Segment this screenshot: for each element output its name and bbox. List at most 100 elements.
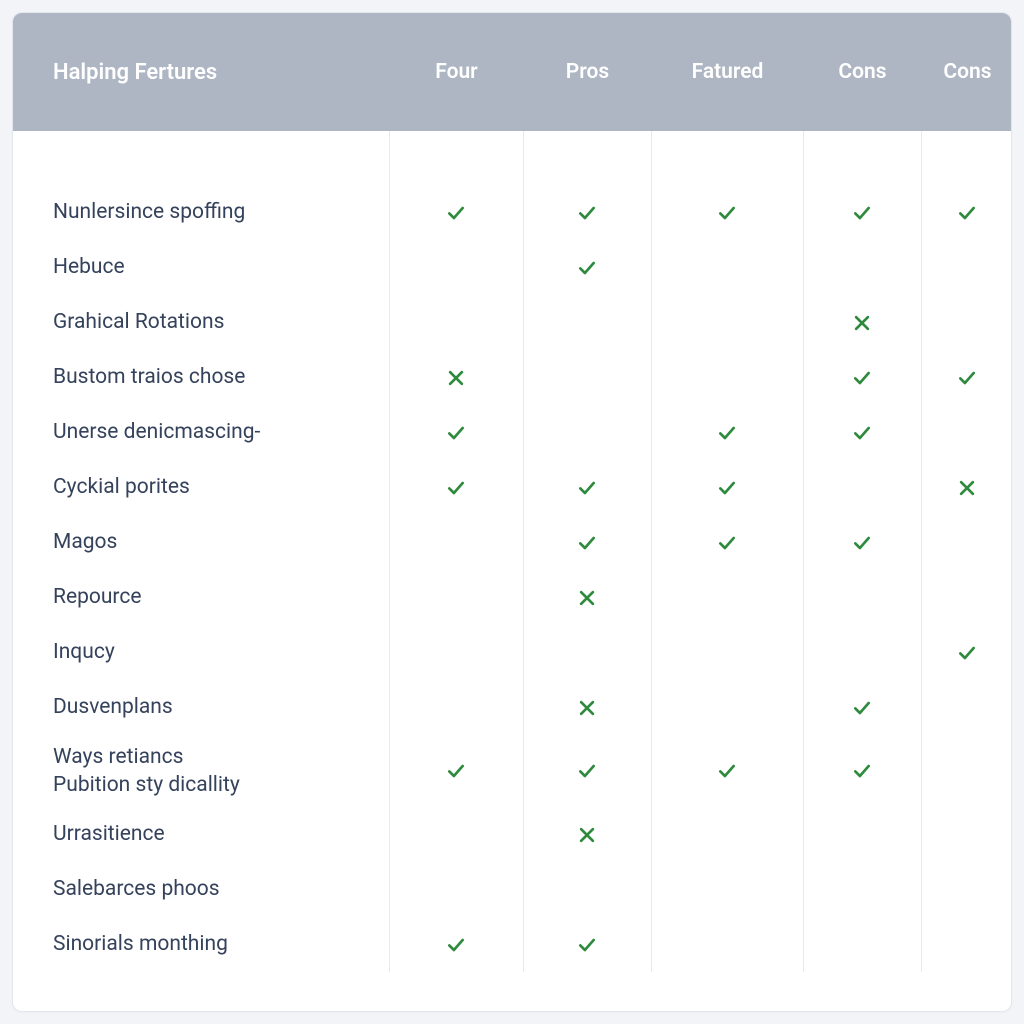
table-cell xyxy=(389,761,523,781)
check-icon xyxy=(446,761,466,781)
table-cell xyxy=(523,935,651,955)
check-icon xyxy=(852,761,872,781)
table-cell xyxy=(651,203,803,223)
cross-icon xyxy=(446,368,466,388)
table-cell xyxy=(803,313,921,333)
check-icon xyxy=(717,761,737,781)
feature-label: Ways retiancsPubition sty dicallity xyxy=(13,743,389,800)
feature-label: Unerse denicmascing- xyxy=(13,418,389,446)
check-icon xyxy=(446,203,466,223)
check-icon xyxy=(717,533,737,553)
table-cell xyxy=(523,825,651,845)
table-row: Grahical Rotations xyxy=(13,295,1011,350)
check-icon xyxy=(577,258,597,278)
check-icon xyxy=(577,203,597,223)
comparison-table-card: Halping Fertures Four Pros Fatured Cons … xyxy=(12,12,1012,1012)
table-cell xyxy=(651,423,803,443)
table-row: Urrasitience xyxy=(13,807,1011,862)
table-cell xyxy=(921,643,1012,663)
table-cell xyxy=(921,203,1012,223)
table-cell xyxy=(523,698,651,718)
check-icon xyxy=(852,368,872,388)
table-row: Salebarces phoos xyxy=(13,862,1011,917)
feature-label: Repource xyxy=(13,583,389,611)
check-icon xyxy=(717,478,737,498)
table-header-row: Halping Fertures Four Pros Fatured Cons … xyxy=(13,13,1011,131)
check-icon xyxy=(577,533,597,553)
feature-label: Urrasitience xyxy=(13,820,389,848)
check-icon xyxy=(717,203,737,223)
table-cell xyxy=(803,203,921,223)
table-row: Dusvenplans xyxy=(13,680,1011,735)
header-col-4: Cons xyxy=(921,60,1012,84)
check-icon xyxy=(852,203,872,223)
table-cell xyxy=(523,478,651,498)
table-body: Nunlersince spoffing Hebuce Grahical Rotat… xyxy=(13,131,1011,972)
table-cell xyxy=(651,761,803,781)
table-row: Sinorials monthing xyxy=(13,917,1011,972)
table-row: Bustom traios chose xyxy=(13,350,1011,405)
table-row: Ways retiancsPubition sty dicallity xyxy=(13,735,1011,807)
check-icon xyxy=(446,423,466,443)
table-cell xyxy=(389,423,523,443)
feature-label: Cyckial porites xyxy=(13,473,389,501)
table-row: Inqucy xyxy=(13,625,1011,680)
table-cell xyxy=(523,588,651,608)
feature-label: Hebuce xyxy=(13,253,389,281)
table-cell xyxy=(803,368,921,388)
check-icon xyxy=(717,423,737,443)
feature-label: Inqucy xyxy=(13,638,389,666)
header-feature-label: Halping Fertures xyxy=(13,60,389,85)
table-row: Unerse denicmascing- xyxy=(13,405,1011,460)
check-icon xyxy=(577,935,597,955)
table-cell xyxy=(389,478,523,498)
cross-icon xyxy=(957,478,977,498)
check-icon xyxy=(446,478,466,498)
table-cell xyxy=(803,698,921,718)
feature-label: Grahical Rotations xyxy=(13,308,389,336)
header-col-2: Fatured xyxy=(651,60,803,84)
column-divider xyxy=(803,131,804,972)
table-cell xyxy=(651,478,803,498)
table-cell xyxy=(389,203,523,223)
header-col-3: Cons xyxy=(803,60,921,84)
table-cell xyxy=(651,533,803,553)
feature-label: Nunlersince spoffing xyxy=(13,198,389,226)
table-row: Repource xyxy=(13,570,1011,625)
check-icon xyxy=(446,935,466,955)
table-row: Magos xyxy=(13,515,1011,570)
column-divider xyxy=(921,131,922,972)
cross-icon xyxy=(577,825,597,845)
feature-label: Salebarces phoos xyxy=(13,875,389,903)
table-row: Cyckial porites xyxy=(13,460,1011,515)
table-cell xyxy=(921,368,1012,388)
table-cell xyxy=(803,761,921,781)
column-divider xyxy=(651,131,652,972)
cross-icon xyxy=(577,698,597,718)
check-icon xyxy=(577,761,597,781)
feature-label: Magos xyxy=(13,528,389,556)
table-cell xyxy=(523,258,651,278)
table-cell xyxy=(523,761,651,781)
table-cell xyxy=(921,478,1012,498)
check-icon xyxy=(957,643,977,663)
check-icon xyxy=(577,478,597,498)
check-icon xyxy=(852,698,872,718)
header-col-0: Four xyxy=(389,60,523,84)
table-row: Hebuce xyxy=(13,240,1011,295)
check-icon xyxy=(957,368,977,388)
table-cell xyxy=(523,533,651,553)
feature-label: Sinorials monthing xyxy=(13,930,389,958)
table-cell xyxy=(803,423,921,443)
table-row: Nunlersince spoffing xyxy=(13,185,1011,240)
check-icon xyxy=(852,533,872,553)
feature-label: Bustom traios chose xyxy=(13,363,389,391)
check-icon xyxy=(957,203,977,223)
table-cell xyxy=(389,368,523,388)
cross-icon xyxy=(577,588,597,608)
column-divider xyxy=(389,131,390,972)
cross-icon xyxy=(852,313,872,333)
header-col-1: Pros xyxy=(523,60,651,84)
table-cell xyxy=(803,533,921,553)
check-icon xyxy=(852,423,872,443)
